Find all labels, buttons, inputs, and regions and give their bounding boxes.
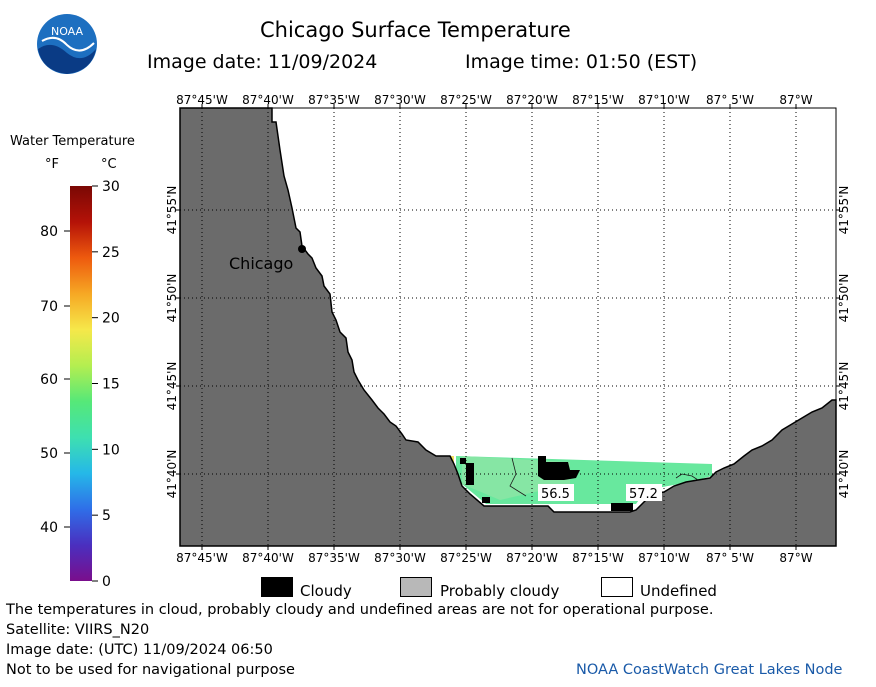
lon-label-top: 87°30'W xyxy=(374,93,426,107)
colorbar-f-tick-label: 50 xyxy=(40,446,58,462)
colorbar-c-tick-label: 5 xyxy=(102,508,111,524)
colorbar-title: Water Temperature xyxy=(10,134,135,149)
temp-label: 57.2 xyxy=(629,487,658,502)
city-label: Chicago xyxy=(229,254,293,273)
lat-label-left: 41°45'N xyxy=(165,362,179,411)
lat-label-left: 41°55'N xyxy=(165,186,179,235)
contour-line xyxy=(509,457,527,497)
unit-fahrenheit: °F xyxy=(45,157,59,172)
lon-label-bottom: 87°25'W xyxy=(440,551,492,565)
legend-label-probably-cloudy: Probably cloudy xyxy=(440,582,560,600)
colorbar-f-tick-label: 70 xyxy=(40,299,58,315)
colorbar-c-tick-label: 20 xyxy=(102,311,120,327)
colorbar-c-tick-label: 25 xyxy=(102,245,120,261)
legend-swatch-probably-cloudy xyxy=(400,577,432,597)
lat-label-right: 41°45'N xyxy=(837,362,850,411)
lat-label-right: 41°40'N xyxy=(837,450,850,499)
satellite-text: Satellite: VIIRS_N20 xyxy=(6,622,150,638)
colorbar-c-tick-label: 15 xyxy=(102,377,120,393)
lon-label-bottom: 87°40'W xyxy=(242,551,294,565)
image-date: Image date: 11/09/2024 xyxy=(147,51,378,73)
contour-line xyxy=(675,473,699,481)
lat-label-right: 41°50'N xyxy=(837,274,850,323)
page-title: Chicago Surface Temperature xyxy=(260,18,571,42)
lon-label-top: 87°15'W xyxy=(572,93,624,107)
colorbar-gradient xyxy=(70,186,92,581)
lon-label-top: 87° 5'W xyxy=(706,93,754,107)
chicago-marker xyxy=(298,245,306,253)
lon-label-bottom: 87°30'W xyxy=(374,551,426,565)
lon-label-top: 87°40'W xyxy=(242,93,294,107)
lon-label-top: 87°35'W xyxy=(308,93,360,107)
lon-label-bottom: 87°W xyxy=(779,551,812,565)
lon-label-top: 87°45'W xyxy=(176,93,228,107)
unit-celsius: °C xyxy=(101,157,117,172)
legend-label-cloudy: Cloudy xyxy=(300,582,352,600)
legend-swatch-undefined xyxy=(601,577,633,597)
lat-label-left: 41°50'N xyxy=(165,274,179,323)
temp-label: 56.5 xyxy=(541,487,570,502)
temp-label-box: 57.2 xyxy=(626,484,662,502)
lon-label-bottom: 87°20'W xyxy=(506,551,558,565)
colorbar-f-tick-label: 40 xyxy=(40,520,58,536)
lon-label-top: 87°10'W xyxy=(638,93,690,107)
colorbar-f-tick-label: 60 xyxy=(40,372,58,388)
lon-label-bottom: 87°45'W xyxy=(176,551,228,565)
lat-label-right: 41°55'N xyxy=(837,186,850,235)
colorbar-f-tick-label: 80 xyxy=(40,224,58,240)
temperature-map: Chicago 56.5 57.2 87°45'W 87°40'W 87°35'W 8… xyxy=(165,93,850,565)
legend-swatch-cloudy xyxy=(261,577,293,597)
lat-label-left: 41°40'N xyxy=(165,450,179,499)
utc-date-text: Image date: (UTC) 11/09/2024 06:50 xyxy=(6,642,273,658)
lon-label-top: 87°W xyxy=(779,93,812,107)
temp-label-box: 56.5 xyxy=(538,484,574,502)
colorbar-c-tick-label: 10 xyxy=(102,442,120,458)
image-time: Image time: 01:50 (EST) xyxy=(465,51,698,73)
noaa-logo: NOAA xyxy=(37,14,97,74)
logo-text: NOAA xyxy=(51,25,84,38)
navigation-warning: Not to be used for navigational purpose xyxy=(6,662,295,678)
lon-label-bottom: 87°15'W xyxy=(572,551,624,565)
credit-text: NOAA CoastWatch Great Lakes Node xyxy=(576,662,843,678)
colorbar-c-tick-label: 30 xyxy=(102,180,120,195)
lon-label-top: 87°25'W xyxy=(440,93,492,107)
disclaimer-text: The temperatures in cloud, probably clou… xyxy=(6,602,714,618)
lon-label-bottom: 87°10'W xyxy=(638,551,690,565)
legend-label-undefined: Undefined xyxy=(640,582,717,600)
lon-label-top: 87°20'W xyxy=(506,93,558,107)
lon-label-bottom: 87°35'W xyxy=(308,551,360,565)
lon-label-bottom: 87° 5'W xyxy=(706,551,754,565)
colorbar-c-tick-label: 0 xyxy=(102,574,111,590)
land-mass xyxy=(179,107,837,547)
